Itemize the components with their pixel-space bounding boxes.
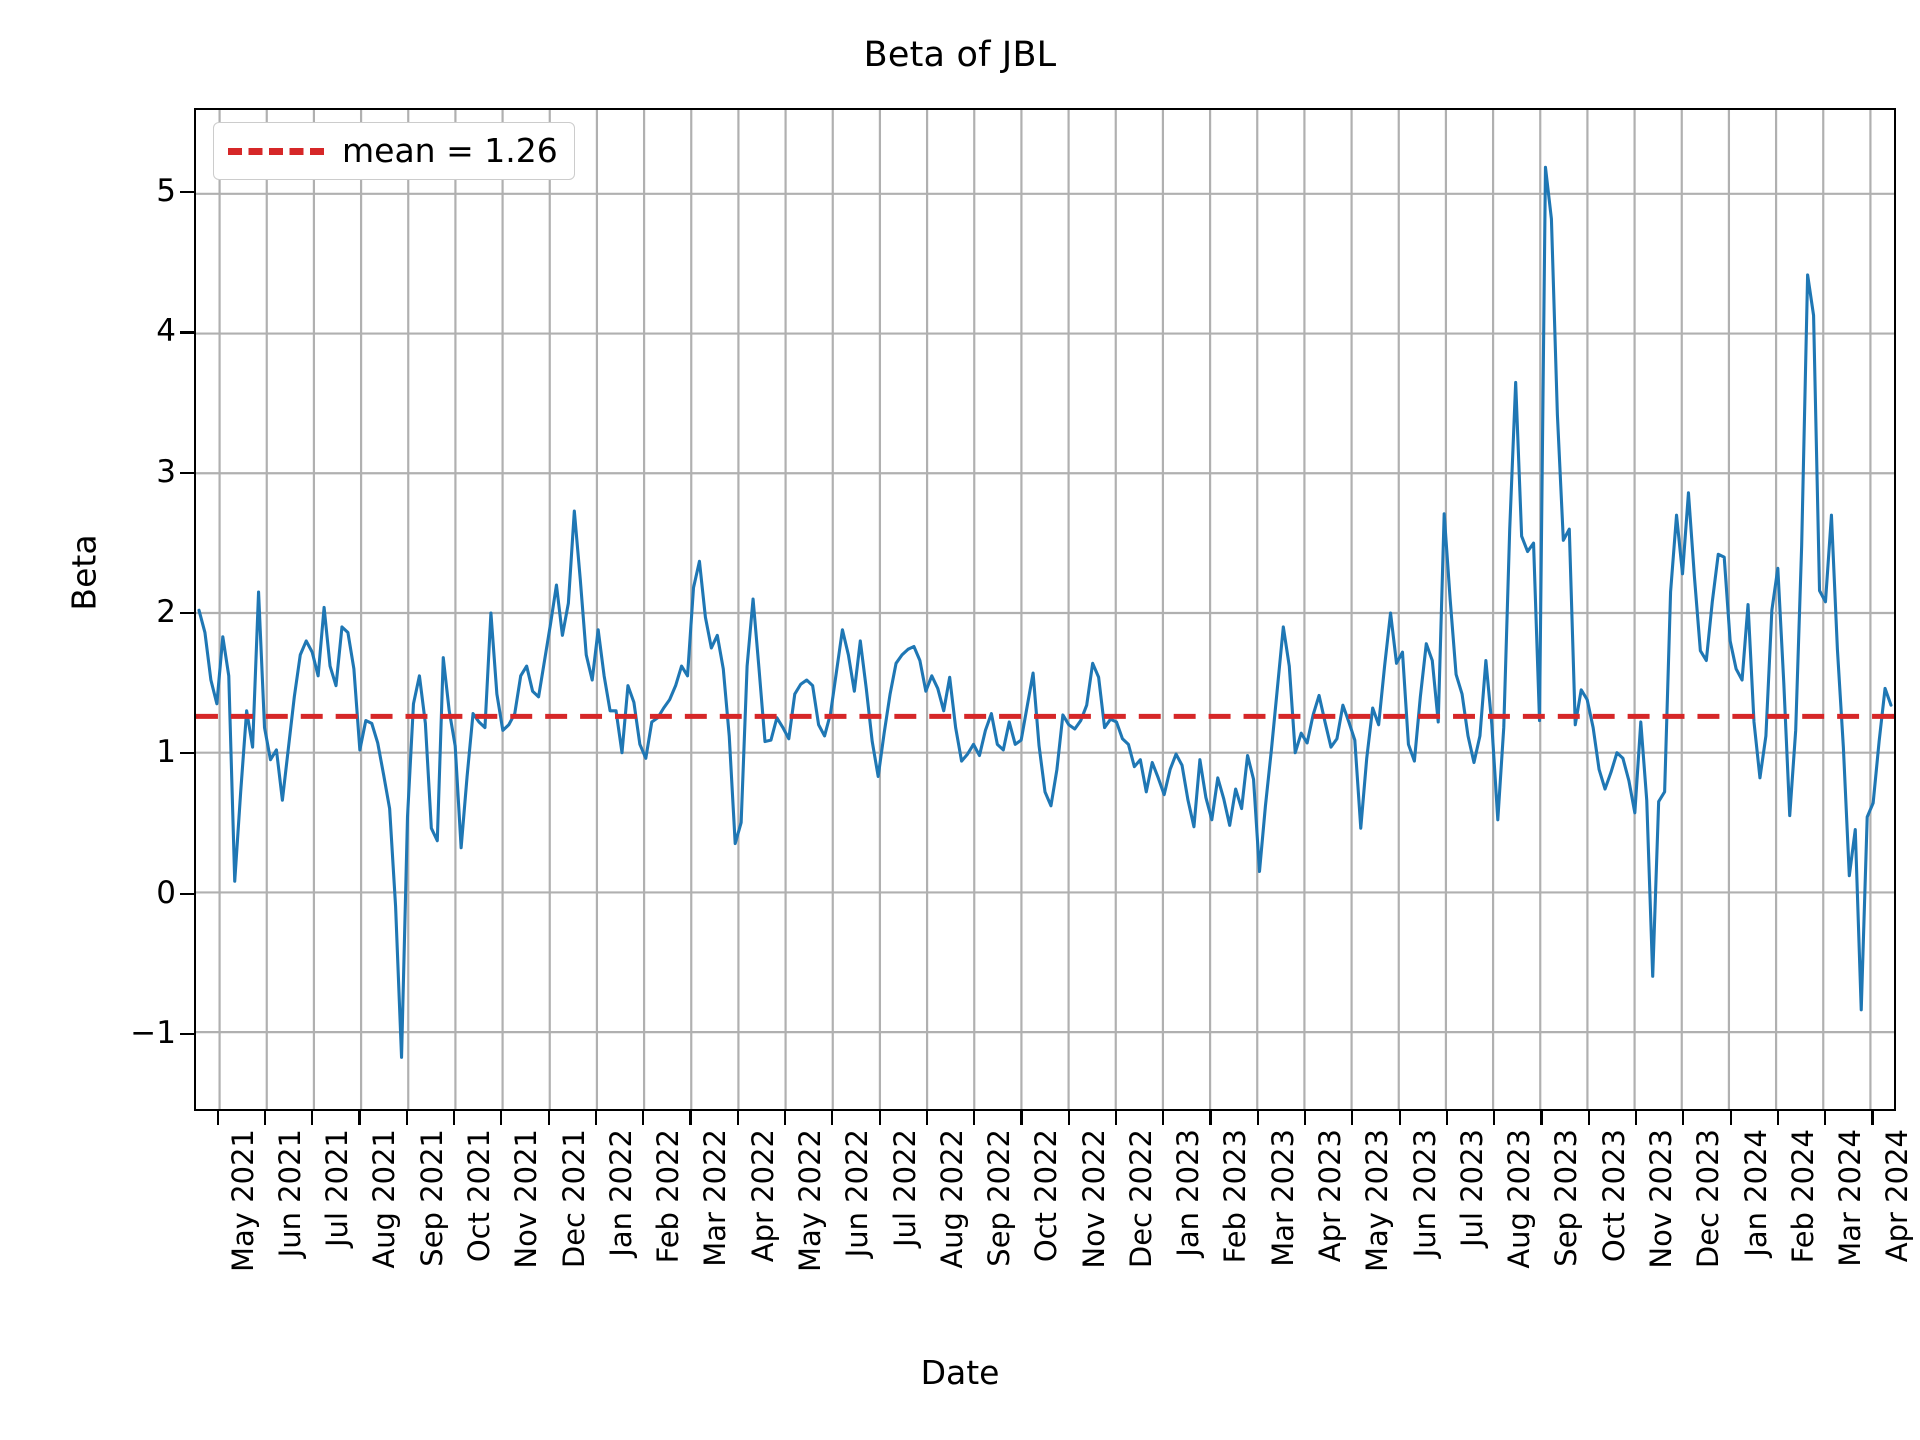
x-tick-mark bbox=[1304, 1111, 1307, 1125]
x-tick-mark bbox=[1256, 1111, 1259, 1125]
x-tick-label: Apr 2022 bbox=[745, 1129, 780, 1263]
x-tick-label: Oct 2021 bbox=[462, 1129, 497, 1263]
x-tick-mark bbox=[1209, 1111, 1212, 1125]
y-tick-label: 2 bbox=[156, 594, 176, 630]
x-tick-label: Apr 2024 bbox=[1880, 1129, 1915, 1263]
x-tick-label: Aug 2023 bbox=[1502, 1129, 1537, 1269]
x-tick-label: Dec 2023 bbox=[1691, 1129, 1726, 1269]
x-tick-mark bbox=[311, 1111, 314, 1125]
plot-area bbox=[194, 108, 1896, 1111]
x-tick-mark bbox=[1634, 1111, 1638, 1125]
x-tick-label: Jan 2023 bbox=[1171, 1129, 1206, 1257]
x-tick-label: Jul 2022 bbox=[887, 1129, 922, 1248]
x-tick-mark bbox=[925, 1111, 928, 1125]
x-tick-mark bbox=[973, 1111, 976, 1125]
x-tick-label: May 2023 bbox=[1360, 1129, 1395, 1272]
x-tick-mark bbox=[1587, 1111, 1590, 1125]
y-tick-label: −1 bbox=[130, 1014, 176, 1051]
x-tick-mark bbox=[1067, 1111, 1070, 1125]
legend-dash-swatch bbox=[228, 147, 324, 155]
y-tick-label: 0 bbox=[156, 874, 176, 911]
x-tick-mark bbox=[594, 1111, 598, 1125]
y-tick-label: 3 bbox=[156, 453, 176, 490]
x-tick-mark bbox=[453, 1111, 456, 1125]
x-tick-label: Nov 2022 bbox=[1076, 1129, 1111, 1269]
x-tick-label: Dec 2022 bbox=[1123, 1129, 1158, 1269]
x-tick-label: Sep 2021 bbox=[414, 1129, 449, 1267]
x-tick-label: Sep 2022 bbox=[982, 1129, 1017, 1267]
x-tick-mark bbox=[1398, 1111, 1401, 1125]
x-tick-mark bbox=[689, 1111, 692, 1125]
x-tick-mark bbox=[1871, 1111, 1874, 1125]
x-tick-label: Feb 2023 bbox=[1218, 1129, 1253, 1264]
y-tick-mark bbox=[180, 331, 194, 334]
y-tick-mark bbox=[180, 1032, 194, 1036]
x-tick-label: Jul 2021 bbox=[320, 1129, 355, 1248]
x-tick-label: Mar 2024 bbox=[1833, 1129, 1868, 1267]
x-tick-label: Oct 2022 bbox=[1029, 1129, 1064, 1263]
x-tick-mark bbox=[547, 1111, 550, 1125]
x-tick-label: Jan 2022 bbox=[603, 1129, 638, 1257]
x-tick-mark bbox=[1682, 1111, 1685, 1125]
x-tick-label: Mar 2022 bbox=[698, 1129, 733, 1267]
x-tick-label: Mar 2023 bbox=[1265, 1129, 1300, 1267]
x-tick-mark bbox=[1540, 1111, 1543, 1125]
x-tick-label: Sep 2023 bbox=[1549, 1129, 1584, 1267]
y-tick-label: 5 bbox=[156, 173, 176, 210]
x-tick-mark bbox=[1351, 1111, 1354, 1125]
y-tick-label: 1 bbox=[156, 734, 176, 771]
x-tick-mark bbox=[500, 1111, 503, 1125]
x-tick-mark bbox=[1776, 1111, 1779, 1125]
x-tick-label: Apr 2023 bbox=[1313, 1129, 1348, 1263]
x-tick-label: Feb 2024 bbox=[1785, 1129, 1820, 1264]
y-tick-label: 4 bbox=[156, 313, 176, 350]
x-tick-label: Jun 2022 bbox=[840, 1129, 875, 1258]
x-tick-mark bbox=[1824, 1111, 1827, 1125]
x-tick-mark bbox=[263, 1111, 267, 1125]
beta-series-line bbox=[197, 165, 1893, 1059]
x-tick-mark bbox=[358, 1111, 361, 1125]
x-tick-mark bbox=[1445, 1111, 1449, 1125]
y-tick-mark bbox=[180, 191, 194, 194]
chart-title: Beta of JBL bbox=[863, 35, 1057, 75]
x-tick-label: Jun 2021 bbox=[272, 1129, 307, 1258]
x-tick-label: Jan 2024 bbox=[1738, 1129, 1773, 1257]
x-tick-label: Dec 2021 bbox=[556, 1129, 591, 1269]
y-tick-mark bbox=[180, 892, 194, 895]
x-tick-label: Aug 2022 bbox=[934, 1129, 969, 1269]
x-tick-mark bbox=[1729, 1111, 1732, 1125]
x-tick-mark bbox=[1162, 1111, 1165, 1125]
y-axis-label: Beta bbox=[64, 534, 104, 611]
y-tick-mark bbox=[180, 612, 194, 615]
x-tick-mark bbox=[1020, 1111, 1023, 1125]
x-tick-label: Nov 2021 bbox=[509, 1129, 544, 1269]
x-tick-label: May 2022 bbox=[792, 1129, 827, 1272]
x-tick-label: Aug 2021 bbox=[367, 1129, 402, 1269]
y-tick-mark bbox=[180, 471, 194, 474]
mean-line bbox=[196, 713, 1894, 719]
x-tick-mark bbox=[783, 1111, 787, 1125]
legend: mean = 1.26 bbox=[213, 122, 575, 180]
x-axis-label: Date bbox=[920, 1353, 1000, 1392]
legend-label: mean = 1.26 bbox=[342, 131, 558, 170]
x-tick-mark bbox=[736, 1111, 739, 1125]
x-tick-mark bbox=[405, 1111, 408, 1125]
x-tick-label: Jun 2023 bbox=[1407, 1129, 1442, 1258]
x-tick-label: Feb 2022 bbox=[651, 1129, 686, 1264]
x-tick-mark bbox=[642, 1111, 645, 1125]
x-tick-mark bbox=[1493, 1111, 1496, 1125]
x-tick-mark bbox=[878, 1111, 881, 1125]
x-tick-label: May 2021 bbox=[225, 1129, 260, 1272]
x-tick-mark bbox=[216, 1111, 219, 1125]
x-tick-label: Jul 2023 bbox=[1454, 1129, 1489, 1248]
x-tick-mark bbox=[1114, 1111, 1118, 1125]
x-tick-label: Nov 2023 bbox=[1643, 1129, 1678, 1269]
y-tick-mark bbox=[180, 752, 194, 755]
x-tick-label: Oct 2023 bbox=[1596, 1129, 1631, 1263]
x-tick-mark bbox=[831, 1111, 834, 1125]
